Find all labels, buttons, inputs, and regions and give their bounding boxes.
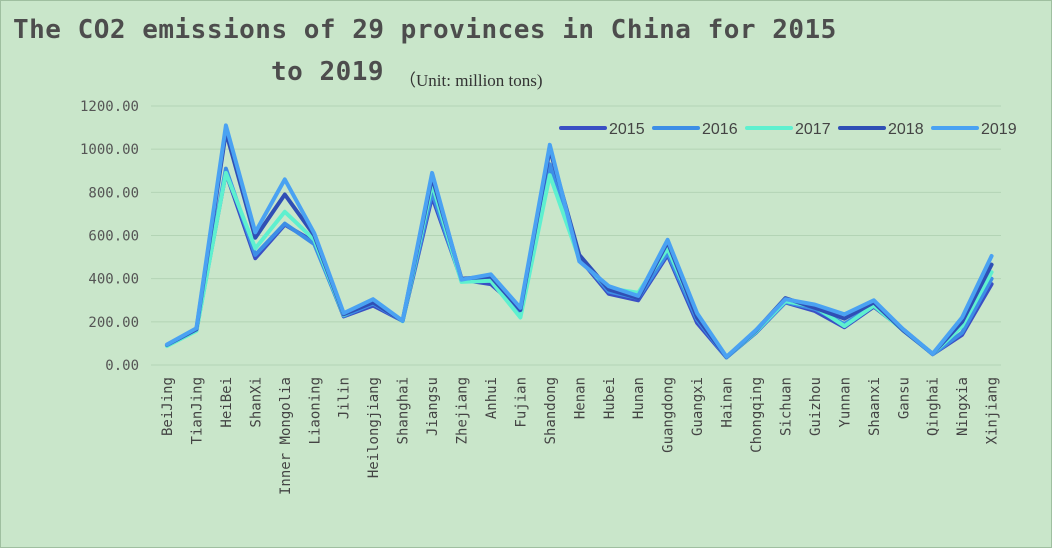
series-lines: [165, 123, 994, 360]
y-tick-label: 1000.00: [80, 142, 139, 158]
legend-label-2015: 2015: [609, 121, 645, 138]
series-line-2018: [165, 129, 994, 359]
x-tick-label: Guangxi: [690, 377, 706, 436]
x-tick-label: Jilin: [337, 377, 353, 419]
x-tick-label: Ningxia: [955, 377, 971, 436]
x-tick-label: TianJing: [189, 377, 205, 444]
chart-title-line1: The CO2 emissions of 29 provinces in Chi…: [13, 15, 837, 45]
x-tick-label: Guizhou: [808, 377, 824, 436]
x-tick-label: Henan: [572, 377, 588, 419]
legend: 2015 2016 2017 2018 2019: [559, 121, 1017, 138]
x-tick-label: Xinjiang: [985, 377, 1001, 444]
x-tick-label: Hunan: [631, 377, 647, 419]
x-tick-label: Shandong: [543, 377, 559, 444]
x-axis: BeiJing TianJing HeiBei ShanXi Inner Mongoli…: [160, 377, 1001, 495]
y-tick-label: 200.00: [88, 315, 139, 331]
x-tick-label: Zhejiang: [455, 377, 471, 444]
series-line-2019: [165, 123, 994, 359]
x-tick-label: Yunnan: [837, 377, 853, 428]
x-tick-label: HeiBei: [219, 377, 235, 428]
x-tick-label: ShanXi: [248, 377, 264, 428]
x-tick-label: Hubei: [602, 377, 618, 419]
x-tick-label: Gansu: [896, 377, 912, 419]
legend-label-2018: 2018: [888, 121, 924, 138]
x-tick-label: Shaanxi: [867, 377, 883, 436]
y-tick-label: 400.00: [88, 272, 139, 288]
x-tick-label: Liaoning: [307, 377, 323, 444]
x-tick-label: Sichuan: [778, 377, 794, 436]
y-tick-label: 1200.00: [80, 99, 139, 115]
x-tick-label: Qinghai: [926, 377, 942, 436]
legend-label-2019: 2019: [981, 121, 1017, 138]
x-tick-label: Heilongjiang: [366, 377, 382, 478]
x-tick-label: Hainan: [720, 377, 736, 428]
legend-label-2017: 2017: [795, 121, 831, 138]
y-tick-label: 800.00: [88, 185, 139, 201]
gridlines: [151, 105, 1001, 366]
x-tick-label: Fujian: [513, 377, 529, 428]
chart-title-line2: to 2019: [271, 57, 385, 87]
y-tick-label: 600.00: [88, 229, 139, 245]
y-axis: 0.00 200.00 400.00 600.00 800.00 1000.00 1200.…: [80, 99, 139, 374]
x-tick-label: Shanghai: [396, 377, 412, 444]
chart-unit-label: （Unit: million tons): [399, 71, 543, 90]
x-tick-label: Guangdong: [661, 377, 677, 453]
x-tick-label: Inner Mongolia: [278, 377, 294, 495]
x-tick-label: BeiJing: [160, 377, 176, 436]
x-tick-label: Anhui: [484, 377, 500, 419]
x-tick-label: Jiangsu: [425, 377, 441, 436]
x-tick-label: Chongqing: [749, 377, 765, 453]
legend-label-2016: 2016: [702, 121, 738, 138]
y-tick-label: 0.00: [105, 358, 139, 374]
